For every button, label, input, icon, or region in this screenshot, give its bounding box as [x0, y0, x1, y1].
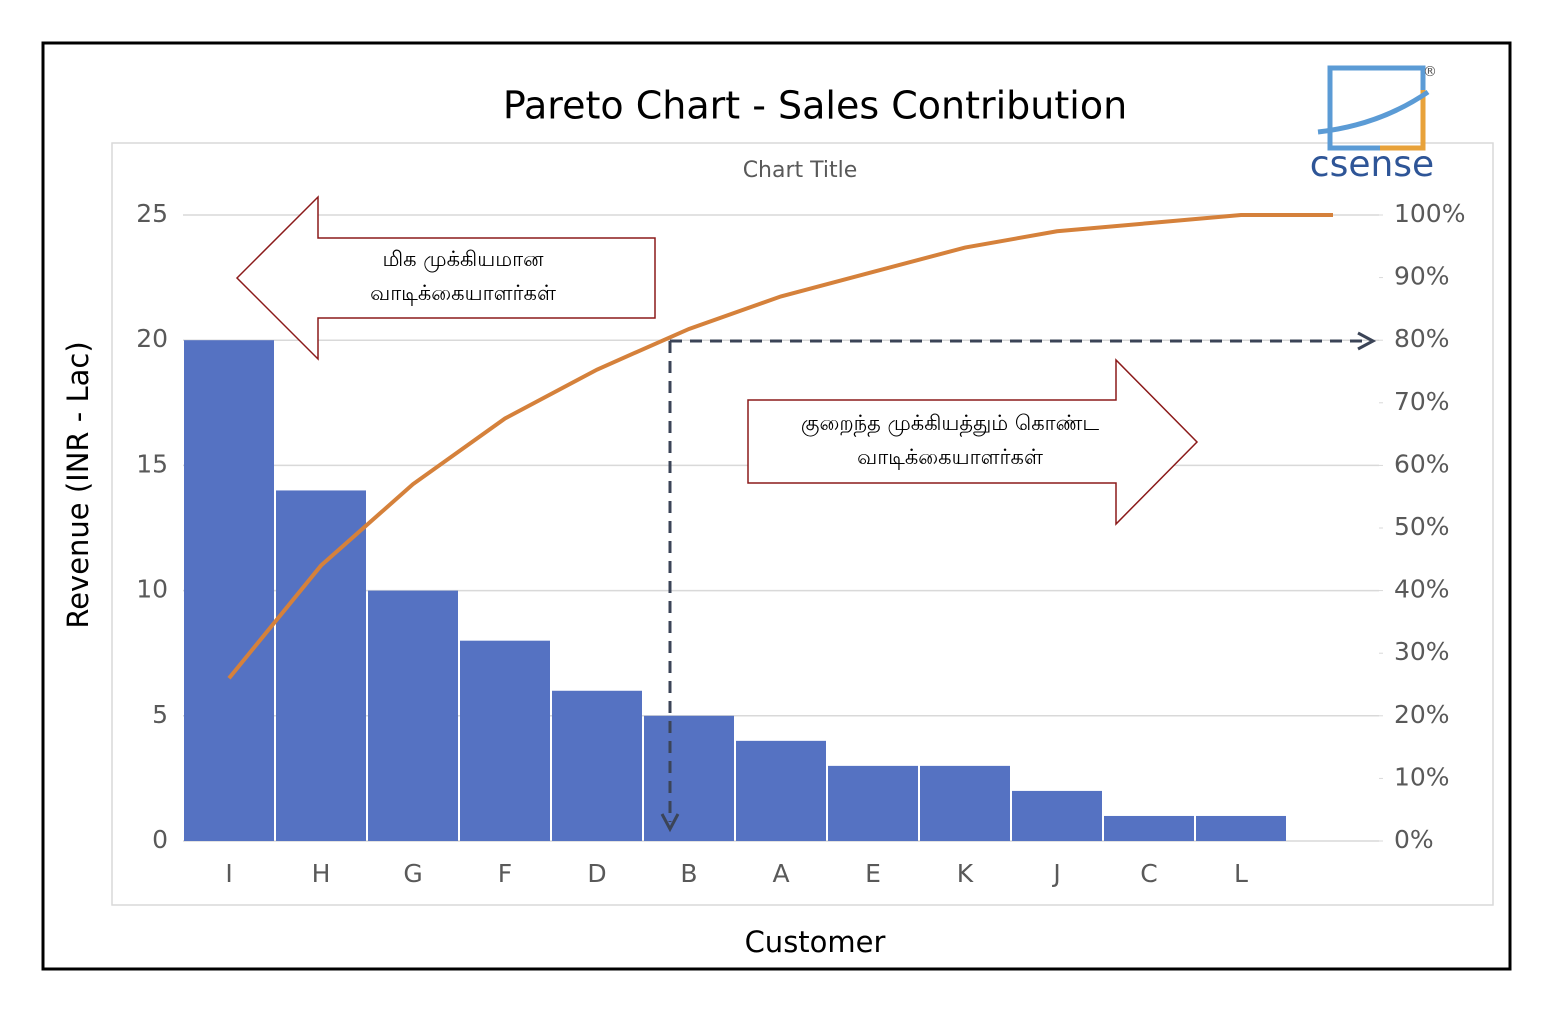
y-tick-label: 20 [136, 324, 168, 353]
logo-text: csense [1310, 144, 1434, 185]
x-tick-label: E [865, 859, 881, 888]
bar [828, 765, 918, 841]
logo-mark: ® [1423, 64, 1437, 80]
y-axis-label: Revenue (INR - Lac) [61, 341, 95, 628]
x-axis-label: Customer [745, 925, 886, 959]
x-tick-label: D [587, 859, 606, 888]
y2-tick-label: 100% [1394, 199, 1465, 228]
guide-arrowhead [1357, 331, 1377, 351]
x-tick-label: I [225, 859, 232, 888]
x-tick-label: G [403, 859, 422, 888]
chart-subtitle: Chart Title [743, 158, 858, 183]
x-tick-label: L [1234, 859, 1248, 888]
bar [1196, 815, 1286, 841]
x-tick-label: J [1051, 859, 1060, 888]
bar [1104, 815, 1194, 841]
plot-frame [111, 142, 1494, 906]
annotation-arrow-right [747, 358, 1199, 526]
x-tick-label: B [680, 859, 697, 888]
bar [736, 740, 826, 841]
y-tick-label: 0 [152, 825, 168, 854]
x-tick-label: K [957, 859, 974, 888]
guide-arrowhead [660, 813, 680, 833]
bar [644, 715, 734, 841]
cumulative-line [227, 213, 1333, 680]
bar [1012, 790, 1102, 841]
y2-tick-label: 90% [1394, 262, 1450, 291]
annotation-arrow-left [235, 195, 656, 361]
y-tick-label: 5 [152, 700, 168, 729]
bar [184, 340, 274, 841]
logo-swoosh [1317, 89, 1430, 135]
logo-corner [1380, 90, 1426, 151]
y2-tick-label: 0% [1394, 825, 1434, 854]
x-tick-label: A [772, 859, 789, 888]
y2-tick-label: 60% [1394, 449, 1450, 478]
bar [460, 640, 550, 841]
annotation-text: மிக முக்கியமான [383, 247, 545, 272]
y2-tick-label: 30% [1394, 637, 1450, 666]
y-tick-label: 15 [136, 449, 168, 478]
y-tick-label: 10 [136, 575, 168, 604]
y-tick-label: 25 [136, 199, 168, 228]
chart-title: Pareto Chart - Sales Contribution [503, 84, 1127, 128]
y2-tick-label: 70% [1394, 387, 1450, 416]
y2-tick-label: 80% [1394, 324, 1450, 353]
y2-tick-label: 10% [1394, 762, 1450, 791]
y2-tick-label: 50% [1394, 512, 1450, 541]
annotation-text: வாடிக்கையாளர்கள் [857, 445, 1043, 470]
annotation-text: வாடிக்கையாளர்கள் [370, 281, 556, 306]
bar [368, 590, 458, 841]
x-tick-label: H [312, 859, 331, 888]
y2-tick-label: 20% [1394, 700, 1450, 729]
bar [276, 490, 366, 841]
annotation-text: குறைந்த முக்கியத்தும் கொண்ட [801, 411, 1099, 437]
x-tick-label: F [498, 859, 512, 888]
bar [920, 765, 1010, 841]
logo: csense ® [1310, 64, 1437, 185]
bar [552, 690, 642, 841]
y2-tick-label: 40% [1394, 575, 1450, 604]
x-tick-label: C [1140, 859, 1157, 888]
